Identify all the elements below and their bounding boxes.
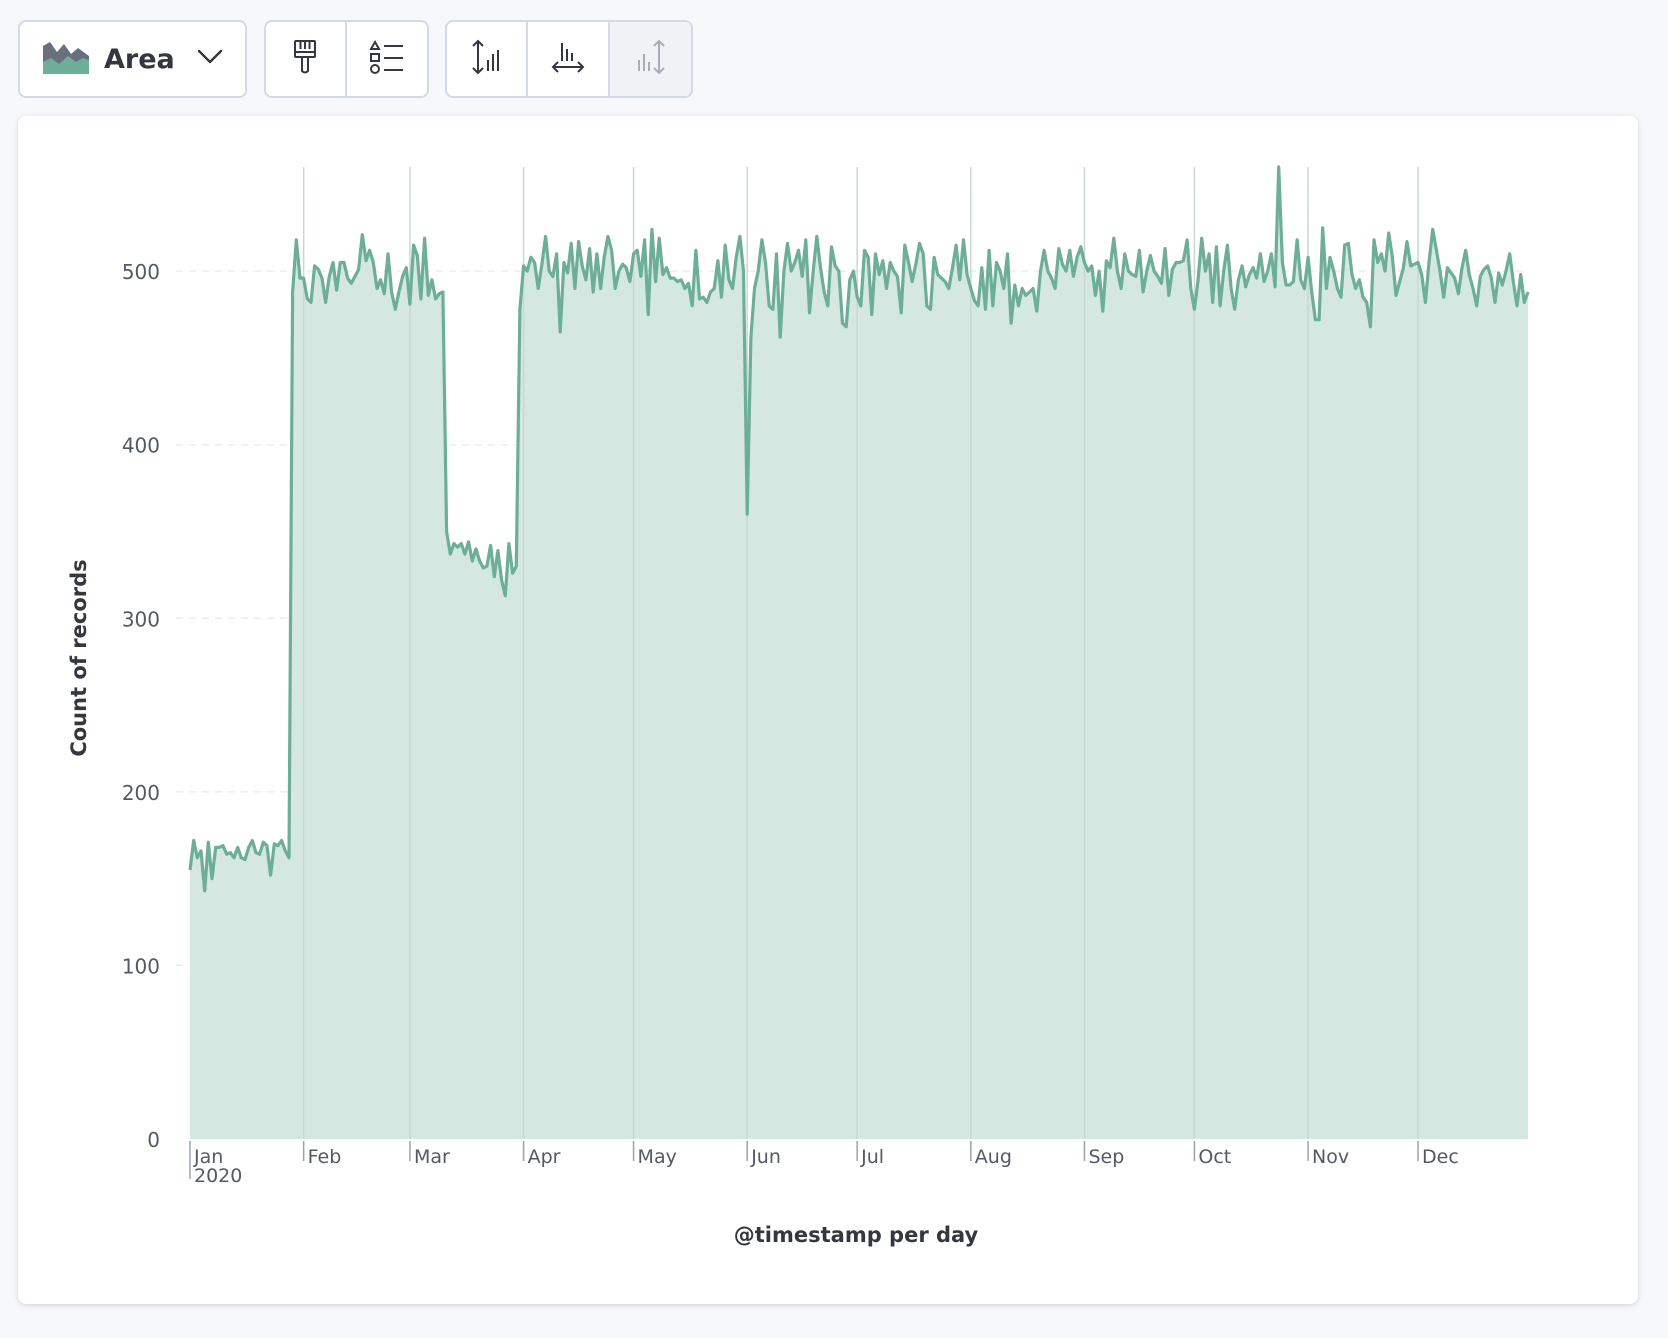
x-tick-label: Apr <box>528 1146 561 1168</box>
y-tick-label: 100 <box>122 954 160 978</box>
x-tick-label: May <box>638 1146 677 1168</box>
y-tick-label: 500 <box>122 260 160 284</box>
bottom-axis-button[interactable] <box>528 22 610 96</box>
left-axis-icon <box>470 38 504 80</box>
y-axis-ticks: 0 100 200 300 400 500 <box>122 260 160 1152</box>
series-area-fill <box>190 167 1528 1139</box>
bottom-axis-icon <box>550 39 586 79</box>
x-tick-label: Jan <box>193 1146 223 1168</box>
series-line <box>188 165 1530 893</box>
y-tick-label: 300 <box>122 607 160 631</box>
x-tick-label: Aug <box>975 1146 1012 1168</box>
x-tick-label: Oct <box>1198 1146 1231 1168</box>
right-axis-icon <box>633 38 667 80</box>
legend-button[interactable] <box>347 22 427 96</box>
chart-panel: 0 100 200 300 400 500 Jan 2020 Feb Mar Apr May Jun J… <box>18 116 1638 1304</box>
y-tick-label: 400 <box>122 434 160 458</box>
paintbrush-icon <box>290 39 320 79</box>
style-button[interactable] <box>266 22 347 96</box>
area-chart-icon <box>42 40 90 78</box>
x-tick-label: Sep <box>1088 1146 1124 1168</box>
chart-type-select[interactable]: Area <box>18 20 247 98</box>
x-tick-sublabel: 2020 <box>194 1165 242 1187</box>
right-axis-button[interactable] <box>609 22 691 96</box>
x-tick-label: Dec <box>1422 1146 1459 1168</box>
y-tick-label: 200 <box>122 781 160 805</box>
x-axis-label: @timestamp per day <box>734 1223 979 1247</box>
month-gridlines <box>302 167 1419 1139</box>
appearance-button-group <box>264 20 429 98</box>
x-tick-label: Jul <box>860 1146 884 1168</box>
y-axis-label: Count of records <box>67 559 91 756</box>
y-tick-label: 0 <box>147 1128 160 1152</box>
chevron-down-icon <box>197 49 223 69</box>
left-axis-button[interactable] <box>447 22 529 96</box>
x-tick-label: Feb <box>308 1146 342 1168</box>
legend-list-icon <box>369 39 405 79</box>
x-tick-label: Jun <box>750 1146 781 1168</box>
chart-type-label: Area <box>104 43 175 75</box>
x-tick-label: Mar <box>414 1146 450 1168</box>
x-tick-label: Nov <box>1312 1146 1349 1168</box>
axis-button-group <box>445 20 693 98</box>
